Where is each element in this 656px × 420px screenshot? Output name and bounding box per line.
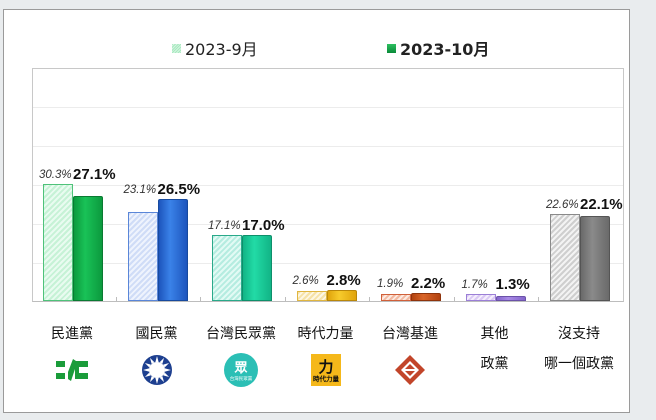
value-label-sep-1: 23.1% — [123, 183, 157, 196]
bar-sep-6 — [550, 213, 580, 301]
chart-legend: 2023-9月 2023-10月 — [0, 36, 656, 60]
bar-oct-3 — [326, 290, 357, 301]
bar-sep-5 — [465, 294, 496, 301]
gridline — [33, 263, 623, 264]
category-line2: 政黨 — [480, 356, 509, 372]
x-tick — [115, 297, 117, 302]
kmt-logo-icon — [139, 352, 175, 388]
npp-logo-icon: 力時代力量 — [308, 352, 344, 388]
bar-oct-1 — [157, 198, 188, 301]
value-label-oct-0: 27.1% — [73, 165, 116, 183]
category-label-2: 台灣民眾黨 — [199, 322, 283, 346]
x-tick — [284, 297, 286, 302]
value-label-oct-4: 2.2% — [411, 274, 446, 292]
legend-item-sep: 2023-9月 — [172, 36, 258, 60]
gridline — [33, 107, 623, 108]
category-label-0: 民進黨 — [30, 322, 114, 346]
gridline — [33, 224, 623, 225]
value-label-sep-4: 1.9% — [377, 277, 404, 290]
plot-area: 30.3% 27.1% 23.1% 26.5% 17.1% 17.0% 2.6% 2.8% 1.… — [32, 68, 624, 302]
category-label-1: 國民黨 — [115, 322, 199, 346]
svg-text:時代力量: 時代力量 — [313, 374, 340, 383]
category-line1: 台灣基進 — [382, 326, 438, 342]
legend-item-oct: 2023-10月 — [387, 36, 489, 60]
category-line1: 其他 — [480, 326, 509, 342]
bar-oct-4 — [411, 292, 441, 301]
bar-oct-0 — [73, 196, 103, 301]
x-tick — [200, 297, 201, 302]
dpp-logo-icon — [54, 352, 90, 388]
category-label-6: 沒支持 哪一個政黨 — [527, 322, 631, 376]
gridline — [33, 185, 623, 186]
category-line1: 民進黨 — [51, 326, 93, 342]
value-label-sep-5: 1.7% — [461, 279, 488, 292]
category-line1: 沒支持 — [558, 326, 600, 342]
legend-label-oct: 2023-10月 — [400, 40, 490, 59]
legend-swatch-hatched-icon — [172, 43, 181, 53]
value-label-oct-2: 17.0% — [242, 216, 285, 234]
bar-sep-1 — [127, 211, 158, 301]
category-label-4: 台灣基進 — [368, 322, 452, 346]
legend-swatch-solid-icon — [387, 43, 396, 53]
value-label-oct-6: 22.1% — [580, 195, 623, 213]
category-line2: 哪一個政黨 — [544, 356, 614, 372]
value-label-oct-1: 26.5% — [157, 180, 201, 198]
value-label-sep-2: 17.1% — [208, 219, 241, 232]
tpp-logo-icon: 眾台灣民眾黨 — [223, 352, 259, 388]
value-label-oct-3: 2.8% — [326, 272, 361, 290]
svg-text:力: 力 — [318, 358, 333, 376]
bar-sep-4 — [381, 293, 411, 301]
bar-oct-2 — [242, 235, 272, 301]
svg-text:台灣民眾黨: 台灣民眾黨 — [230, 375, 253, 382]
bar-oct-5 — [495, 295, 526, 301]
category-label-3: 時代力量 — [284, 322, 368, 346]
value-label-sep-6: 22.6% — [546, 198, 579, 211]
x-tick — [538, 297, 539, 302]
value-label-sep-0: 30.3% — [39, 168, 72, 181]
legend-label-sep: 2023-9月 — [185, 40, 258, 59]
category-line1: 台灣民眾黨 — [206, 326, 276, 342]
x-tick — [369, 297, 370, 302]
tsp-logo-icon — [392, 352, 428, 388]
x-tick — [453, 297, 455, 302]
bar-oct-6 — [580, 215, 610, 301]
category-line1: 國民黨 — [135, 326, 178, 342]
value-label-sep-3: 2.6% — [292, 275, 319, 288]
category-label-5: 其他 政黨 — [453, 322, 537, 376]
value-label-oct-5: 1.3% — [495, 276, 530, 294]
category-line1: 時代力量 — [297, 326, 354, 342]
bar-sep-3 — [296, 290, 327, 301]
gridline — [33, 146, 623, 147]
bar-sep-0 — [43, 183, 73, 301]
svg-text:眾: 眾 — [233, 360, 247, 375]
bar-sep-2 — [212, 234, 242, 301]
